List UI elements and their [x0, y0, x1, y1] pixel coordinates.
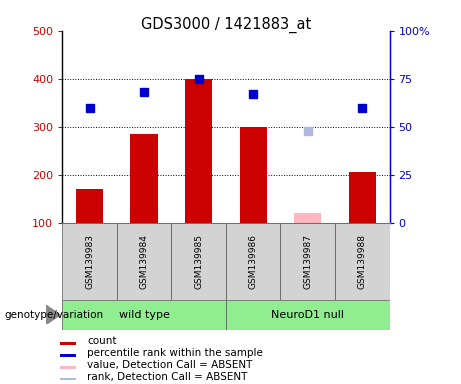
Bar: [280, 223, 335, 300]
Polygon shape: [46, 305, 60, 324]
Bar: [60, 366, 76, 369]
Text: genotype/variation: genotype/variation: [5, 310, 104, 320]
Bar: [130, 134, 158, 223]
Bar: [117, 223, 171, 300]
Text: count: count: [88, 336, 117, 346]
Text: GSM139984: GSM139984: [140, 234, 148, 288]
Bar: [335, 223, 390, 300]
Text: GDS3000 / 1421883_at: GDS3000 / 1421883_at: [141, 17, 311, 33]
Text: rank, Detection Call = ABSENT: rank, Detection Call = ABSENT: [88, 372, 248, 382]
Text: GSM139988: GSM139988: [358, 233, 367, 289]
Text: value, Detection Call = ABSENT: value, Detection Call = ABSENT: [88, 361, 253, 371]
Text: NeuroD1 null: NeuroD1 null: [271, 310, 344, 320]
Bar: [62, 300, 226, 330]
Bar: [60, 342, 76, 345]
Bar: [171, 223, 226, 300]
Bar: [226, 223, 280, 300]
Bar: [60, 378, 76, 381]
Bar: [226, 300, 390, 330]
Bar: [294, 213, 321, 223]
Bar: [240, 127, 267, 223]
Bar: [76, 189, 103, 223]
Text: GSM139985: GSM139985: [194, 233, 203, 289]
Text: percentile rank within the sample: percentile rank within the sample: [88, 348, 263, 358]
Bar: [349, 172, 376, 223]
Text: GSM139986: GSM139986: [248, 233, 258, 289]
Text: GSM139987: GSM139987: [303, 233, 312, 289]
Bar: [185, 79, 212, 223]
Text: GSM139983: GSM139983: [85, 233, 94, 289]
Text: wild type: wild type: [118, 310, 170, 320]
Bar: [60, 354, 76, 357]
Bar: [62, 223, 117, 300]
